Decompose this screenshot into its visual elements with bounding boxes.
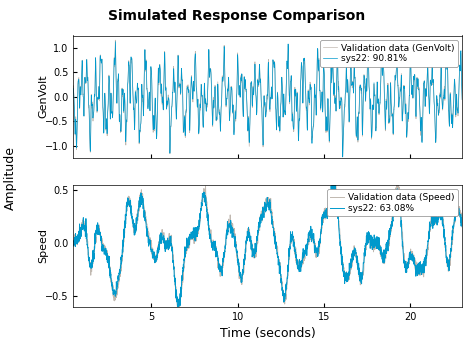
Legend: Validation data (Speed), sys22: 63.08%: Validation data (Speed), sys22: 63.08% bbox=[327, 189, 457, 216]
Line: Validation data (Speed): Validation data (Speed) bbox=[65, 174, 462, 312]
Validation data (Speed) bbox=[395, 185, 401, 189]
Validation data (Speed) bbox=[284, 282, 290, 286]
Line: Validation data (GenVolt): Validation data (GenVolt) bbox=[65, 40, 462, 157]
Validation data (Speed) bbox=[331, 172, 337, 176]
Y-axis label: GenVolt: GenVolt bbox=[39, 75, 49, 119]
sys22: 63.08%: (12.4, -0.204): 63.08%: (12.4, -0.204) bbox=[275, 263, 281, 267]
Text: Simulated Response Comparison: Simulated Response Comparison bbox=[109, 9, 365, 23]
Y-axis label: Speed: Speed bbox=[39, 228, 49, 263]
sys22: 63.08%: (3.2, -0.245): 63.08%: (3.2, -0.245) bbox=[117, 267, 123, 272]
Validation data (Speed) bbox=[177, 310, 182, 314]
sys22: 63.08%: (0, 0.324): 63.08%: (0, 0.324) bbox=[62, 207, 68, 211]
sys22: 90.81%: (19.3, 0.46): 90.81%: (19.3, 0.46) bbox=[395, 72, 401, 76]
sys22: 90.81%: (17.7, -0.159): 90.81%: (17.7, -0.159) bbox=[367, 102, 373, 106]
Validation data (Speed) bbox=[117, 274, 123, 279]
sys22: 90.81%: (3.21, -0.607): 90.81%: (3.21, -0.607) bbox=[118, 124, 123, 129]
Validation data (GenVolt) bbox=[284, 61, 290, 65]
Validation data (GenVolt) bbox=[275, 107, 281, 111]
sys22: 63.08%: (19.3, 0.436): 63.08%: (19.3, 0.436) bbox=[395, 195, 401, 199]
X-axis label: Time (seconds): Time (seconds) bbox=[220, 328, 316, 340]
Validation data (GenVolt) bbox=[395, 73, 401, 77]
sys22: 63.08%: (12.9, -0.328): 63.08%: (12.9, -0.328) bbox=[284, 276, 290, 280]
sys22: 90.81%: (16.1, -1.23): 90.81%: (16.1, -1.23) bbox=[340, 155, 346, 159]
sys22: 90.81%: (23, -0.0595): 90.81%: (23, -0.0595) bbox=[459, 97, 465, 102]
sys22: 90.81%: (12.9, 0.719): 90.81%: (12.9, 0.719) bbox=[284, 59, 290, 64]
sys22: 63.08%: (17.7, 0.072): 63.08%: (17.7, 0.072) bbox=[367, 234, 373, 238]
Validation data (GenVolt) bbox=[340, 154, 346, 159]
Validation data (Speed) bbox=[62, 201, 68, 205]
Validation data (Speed) bbox=[198, 211, 203, 215]
sys22: 63.08%: (6.52, -0.602): 63.08%: (6.52, -0.602) bbox=[174, 305, 180, 309]
sys22: 63.08%: (7.85, 0.295): 63.08%: (7.85, 0.295) bbox=[198, 210, 203, 214]
Validation data (GenVolt) bbox=[367, 102, 373, 106]
sys22: 90.81%: (0, 0.949): 90.81%: (0, 0.949) bbox=[62, 48, 68, 52]
sys22: 90.81%: (7.85, -0.221): 90.81%: (7.85, -0.221) bbox=[198, 105, 203, 110]
sys22: 63.08%: (15.6, 0.566): 63.08%: (15.6, 0.566) bbox=[331, 181, 337, 185]
Text: Amplitude: Amplitude bbox=[4, 146, 17, 209]
Validation data (GenVolt) bbox=[62, 46, 68, 50]
Validation data (Speed) bbox=[275, 255, 281, 260]
Validation data (Speed) bbox=[367, 240, 373, 245]
Legend: Validation data (GenVolt), sys22: 90.81%: Validation data (GenVolt), sys22: 90.81% bbox=[320, 40, 457, 67]
Validation data (GenVolt) bbox=[118, 124, 123, 128]
Line: sys22: 90.81%: sys22: 90.81% bbox=[65, 42, 462, 157]
sys22: 63.08%: (23, 0.154): 63.08%: (23, 0.154) bbox=[459, 225, 465, 229]
Validation data (GenVolt) bbox=[112, 38, 118, 42]
Validation data (GenVolt) bbox=[198, 108, 203, 113]
Line: sys22: 63.08%: sys22: 63.08% bbox=[65, 183, 462, 307]
Validation data (GenVolt) bbox=[459, 98, 465, 102]
sys22: 90.81%: (12.4, -0.304): 90.81%: (12.4, -0.304) bbox=[275, 109, 281, 114]
Validation data (Speed) bbox=[459, 220, 465, 225]
sys22: 90.81%: (2.93, 1.13): 90.81%: (2.93, 1.13) bbox=[113, 39, 118, 44]
